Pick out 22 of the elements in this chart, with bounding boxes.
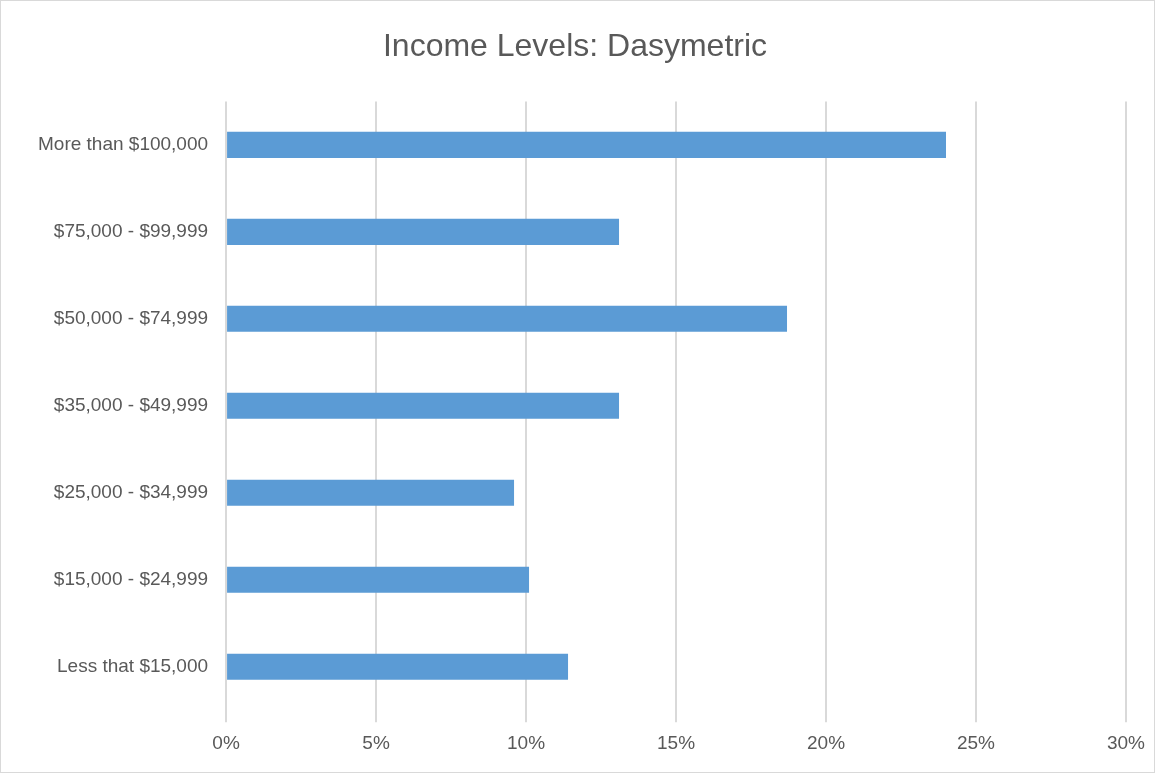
x-tick-label: 25% [956,731,996,753]
y-tick-label: $15,000 - $24,999 [53,567,209,589]
y-tick-label: $75,000 - $99,999 [53,220,209,242]
bar [227,566,530,593]
bar [227,305,788,332]
bar [227,131,946,158]
y-tick-label: $35,000 - $49,999 [53,394,209,416]
x-tick-label: 5% [362,731,390,753]
y-tick-label: $25,000 - $34,999 [53,481,209,503]
y-tick-label: Less that $15,000 [56,654,209,676]
bar [227,653,569,680]
bar [227,218,620,245]
y-tick-label: More than $100,000 [37,133,209,155]
chart-title: Income Levels: Dasymetric [382,27,768,64]
x-tick-label: 0% [212,731,240,753]
bar [227,479,515,506]
x-tick-label: 15% [657,731,696,753]
x-tick-label: 30% [1106,731,1146,753]
x-tick-label: 20% [807,731,846,753]
x-tick-label: 10% [507,731,546,753]
bar [227,392,620,419]
y-tick-label: $50,000 - $74,999 [53,307,209,329]
